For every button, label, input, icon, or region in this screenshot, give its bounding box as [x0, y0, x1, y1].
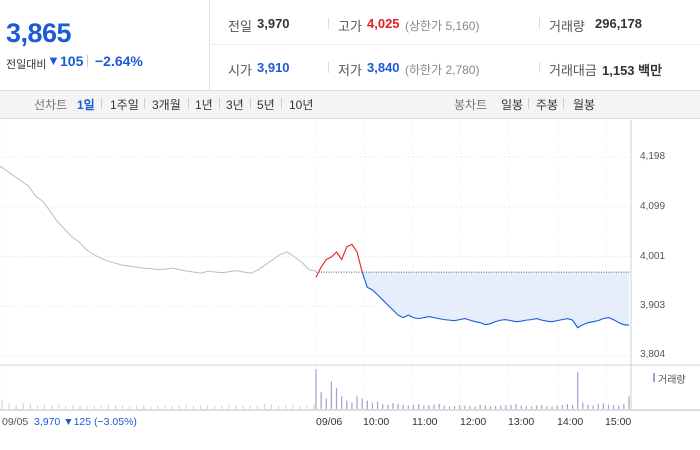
y-tick-label: 3,804 [640, 349, 666, 360]
prev-day-summary: 3,970 ▼125 (−3.05%) [34, 416, 137, 428]
tab-1day[interactable]: 1일 [77, 98, 95, 112]
tab-daily-candle[interactable]: 일봉 [501, 98, 524, 112]
x-tick-label: 11:00 [412, 416, 438, 428]
y-tick-label: 4,198 [640, 151, 666, 162]
today-down-line [361, 271, 630, 329]
below-baseline-area [362, 272, 629, 328]
down-arrow-icon: ▼ [47, 53, 60, 68]
candle-chart-label: 봉차트 [454, 98, 488, 112]
high-value: 4,025 [367, 16, 400, 31]
y-tick-label: 4,001 [640, 251, 666, 262]
line-chart-label: 선차트 [34, 98, 68, 112]
x-tick-label: 10:00 [363, 416, 390, 428]
x-tick-label: 13:00 [508, 416, 535, 428]
chart-tab-bar [0, 90, 700, 119]
divider [539, 18, 540, 29]
amount-label: 거래대금 [549, 63, 597, 78]
open-value: 3,910 [257, 60, 290, 75]
quote-box: 3,865 전일대비 ▼ 105 −2.64% [0, 0, 210, 90]
volume-legend-swatch [653, 373, 655, 382]
amount-value: 1,153 백만 [602, 63, 663, 78]
upper-limit: (상한가 5,160) [405, 19, 480, 33]
tab-weekly-candle[interactable]: 주봉 [536, 98, 559, 112]
tab-5year[interactable]: 5년 [257, 98, 275, 112]
prev-day-date: 09/05 [2, 416, 29, 428]
lower-limit: (하한가 2,780) [405, 63, 480, 77]
tab-3month[interactable]: 3개월 [152, 98, 181, 112]
x-tick-label: 14:00 [557, 416, 584, 428]
prev-close-value: 3,970 [257, 16, 290, 31]
tab-1year[interactable]: 1년 [195, 98, 213, 112]
tab-3year[interactable]: 3년 [226, 98, 244, 112]
open-label: 시가 [228, 63, 252, 78]
volume-value: 296,178 [595, 16, 642, 31]
change-value: 105 [60, 53, 84, 69]
tab-10year[interactable]: 10년 [289, 98, 314, 112]
summary-table: 전일 3,970 고가 4,025 (상한가 5,160) 거래량 296,17… [211, 0, 700, 90]
divider [328, 62, 329, 73]
current-price: 3,865 [6, 18, 72, 48]
y-tick-label: 3,903 [640, 300, 666, 311]
divider [539, 62, 540, 73]
volume-label: 거래량 [549, 19, 585, 34]
low-value: 3,840 [367, 60, 400, 75]
tab-monthly-candle[interactable]: 월봉 [573, 98, 596, 112]
change-label: 전일대비 [6, 59, 47, 71]
divider [328, 18, 329, 29]
row-divider [211, 44, 700, 45]
tab-1week[interactable]: 1주일 [110, 98, 139, 112]
x-tick-label: 12:00 [460, 416, 487, 428]
volume-legend-label: 거래량 [658, 375, 686, 386]
change-percent: −2.64% [95, 53, 143, 69]
x-tick-label: 15:00 [605, 416, 632, 428]
high-label: 고가 [338, 19, 362, 34]
price-chart[interactable] [0, 120, 700, 450]
prev-day-line [0, 165, 317, 274]
low-label: 저가 [338, 63, 362, 78]
x-tick-label: 09/06 [316, 416, 343, 428]
divider [87, 55, 88, 67]
prev-close-label: 전일 [228, 19, 252, 34]
today-up-line [315, 243, 363, 278]
y-tick-label: 4,099 [640, 201, 666, 212]
